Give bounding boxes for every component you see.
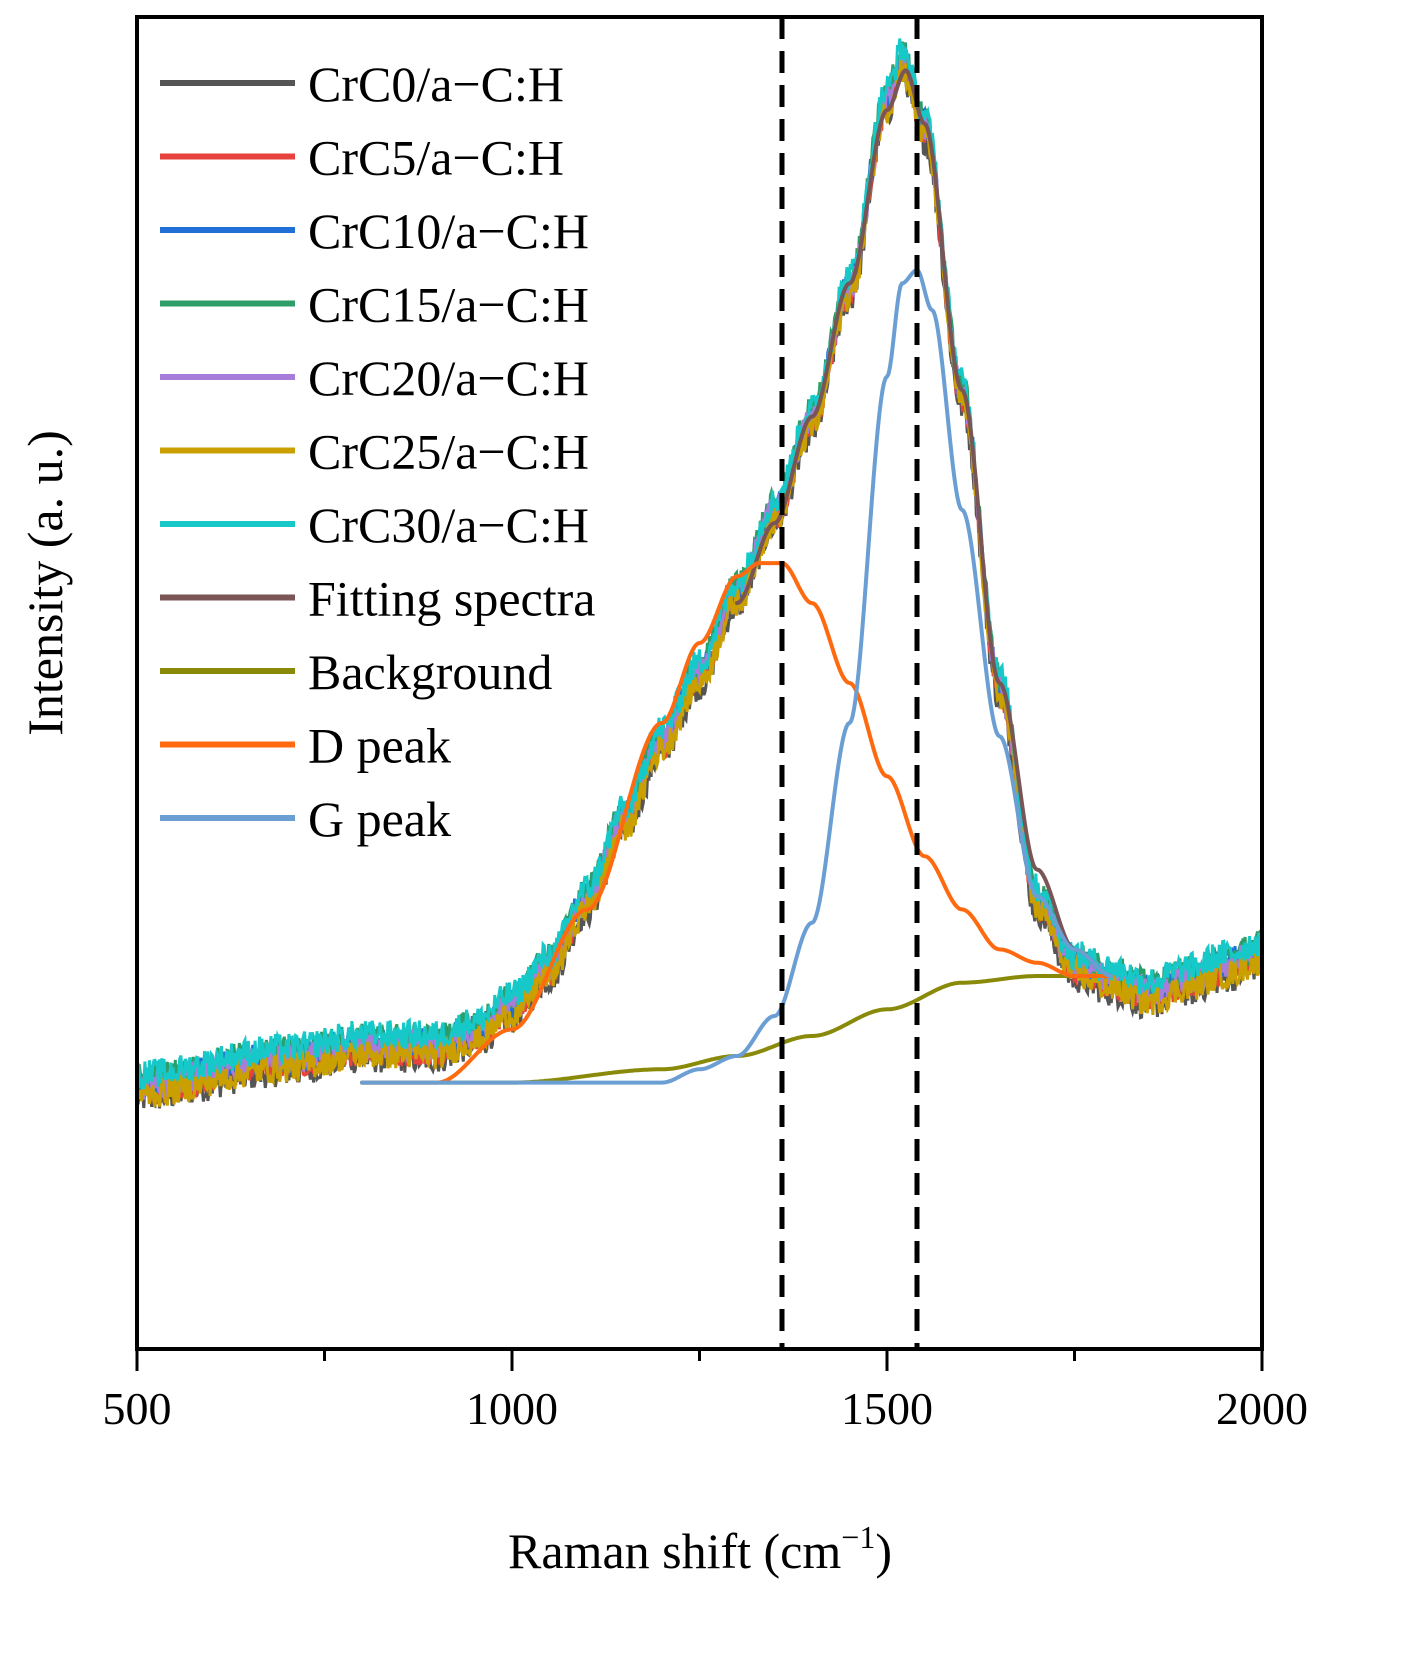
legend-label: CrC5/a−C:H [308,130,564,186]
series-line-2 [137,46,1262,1100]
legend-item: D peak [160,718,451,774]
x-axis-title: Raman shift (cm−1) [508,1519,892,1579]
x-axis-title-main: Raman shift (cm [508,1523,841,1579]
legend-label: CrC30/a−C:H [308,497,589,553]
x-axis-title-superscript: −1 [841,1519,875,1555]
legend-label: CrC15/a−C:H [308,277,589,333]
reference-lines [779,17,920,1349]
series-line-1 [137,52,1262,1105]
series-line-3 [137,41,1262,1092]
legend-label: CrC0/a−C:H [308,56,564,112]
legend-item: Background [160,644,552,700]
legend-item: CrC5/a−C:H [160,130,564,186]
legend-item: CrC0/a−C:H [160,56,564,112]
legend-item: CrC15/a−C:H [160,277,589,333]
legend-item: CrC10/a−C:H [160,203,589,259]
x-tick-label: 500 [103,1383,172,1434]
fit-line-2 [360,561,1114,1085]
fit-line-0 [735,68,1114,978]
fit-line-3 [360,267,1114,1085]
legend-label: Background [308,644,552,700]
x-axis-ticks: 500 1000 1500 2000 [103,1349,1308,1434]
legend: CrC0/a−C:H CrC5/a−C:H CrC10/a−C:H CrC15/a−C… [160,56,595,847]
legend-item: Fitting spectra [160,571,595,627]
legend-label: Fitting spectra [308,571,595,627]
x-tick-label: 2000 [1216,1383,1308,1434]
legend-item: G peak [160,791,451,847]
x-tick-label: 1000 [466,1383,558,1434]
x-tick-label: 1500 [841,1383,933,1434]
legend-item: CrC20/a−C:H [160,350,589,406]
legend-label: CrC25/a−C:H [308,424,589,480]
x-axis-title-close: ) [875,1523,892,1579]
legend-label: CrC20/a−C:H [308,350,589,406]
legend-label: G peak [308,791,451,847]
y-axis-title: Intensity (a. u.) [17,430,73,735]
legend-label: CrC10/a−C:H [308,203,589,259]
plot-content [137,38,1262,1109]
legend-label: D peak [308,718,451,774]
legend-item: CrC30/a−C:H [160,497,589,553]
legend-item: CrC25/a−C:H [160,424,589,480]
series-line-6 [137,38,1262,1090]
series-line-4 [137,46,1262,1100]
